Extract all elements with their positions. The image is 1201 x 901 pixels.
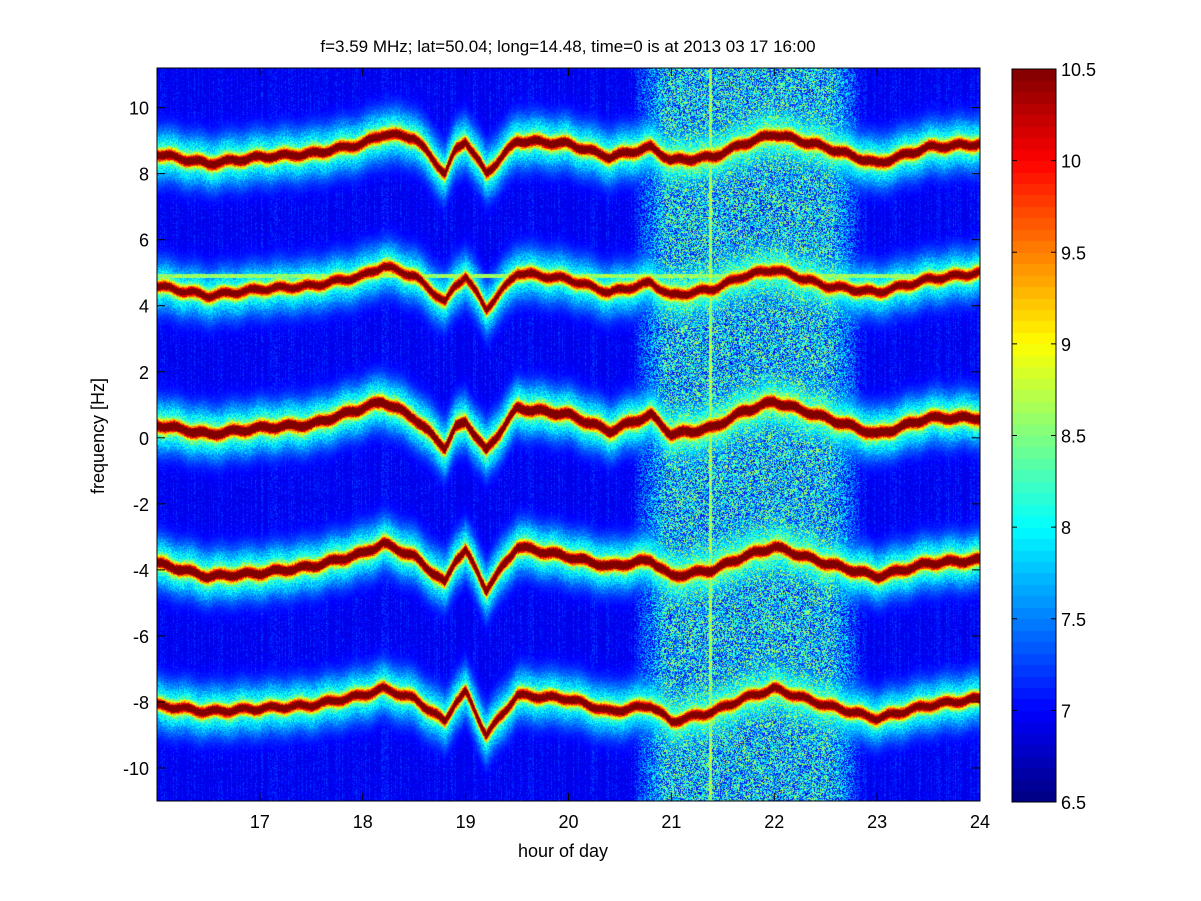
- y-tick-label: 0: [139, 429, 149, 449]
- x-tick-label: 20: [558, 812, 578, 832]
- x-tick-label: 17: [250, 812, 270, 832]
- colorbar-tick-label: 9.5: [1061, 243, 1086, 263]
- colorbar-gradient: [1012, 69, 1056, 802]
- y-tick-label: -8: [133, 693, 149, 713]
- y-tick-label: 6: [139, 231, 149, 251]
- colorbar-tick-label: 7.5: [1061, 610, 1086, 630]
- plot-area-frame: [156, 67, 981, 802]
- colorbar-tick-label: 8: [1061, 518, 1071, 538]
- x-tick-label: 18: [353, 812, 373, 832]
- chart-title: f=3.59 MHz; lat=50.04; long=14.48, time=…: [320, 37, 815, 56]
- colorbar-frame: [1011, 68, 1057, 803]
- colorbar-tick-label: 9: [1061, 335, 1071, 355]
- spectrogram-heatmap: [157, 68, 980, 801]
- y-tick-label: 8: [139, 165, 149, 185]
- x-tick-label: 23: [867, 812, 887, 832]
- x-tick-label: 19: [456, 812, 476, 832]
- y-axis-label: frequency [Hz]: [88, 378, 108, 494]
- colorbar-tick-label: 10: [1061, 152, 1081, 172]
- x-axis-ticks: 17 18 19 20 21 22 23 24: [250, 68, 990, 832]
- x-axis-label: hour of day: [518, 841, 608, 861]
- y-tick-label: 10: [129, 99, 149, 119]
- x-tick-label: 22: [764, 812, 784, 832]
- y-tick-label: 2: [139, 363, 149, 383]
- colorbar-tick-label: 10.5: [1061, 60, 1096, 80]
- y-tick-label: -6: [133, 627, 149, 647]
- y-tick-label: -4: [133, 561, 149, 581]
- colorbar-tick-label: 6.5: [1061, 793, 1086, 813]
- y-tick-label: 4: [139, 297, 149, 317]
- colorbar-ticks: 10.5 10 9.5 9 8.5 8 7.5 7 6.5: [1012, 60, 1096, 813]
- y-axis-ticks: 10 8 6 4 2 0 -2 -4 -6 -8 -10: [123, 99, 980, 779]
- colorbar-tick-label: 8.5: [1061, 427, 1086, 447]
- colorbar-tick-label: 7: [1061, 701, 1071, 721]
- x-tick-label: 24: [970, 812, 990, 832]
- x-tick-label: 21: [661, 812, 681, 832]
- y-tick-label: -2: [133, 495, 149, 515]
- y-tick-label: -10: [123, 759, 149, 779]
